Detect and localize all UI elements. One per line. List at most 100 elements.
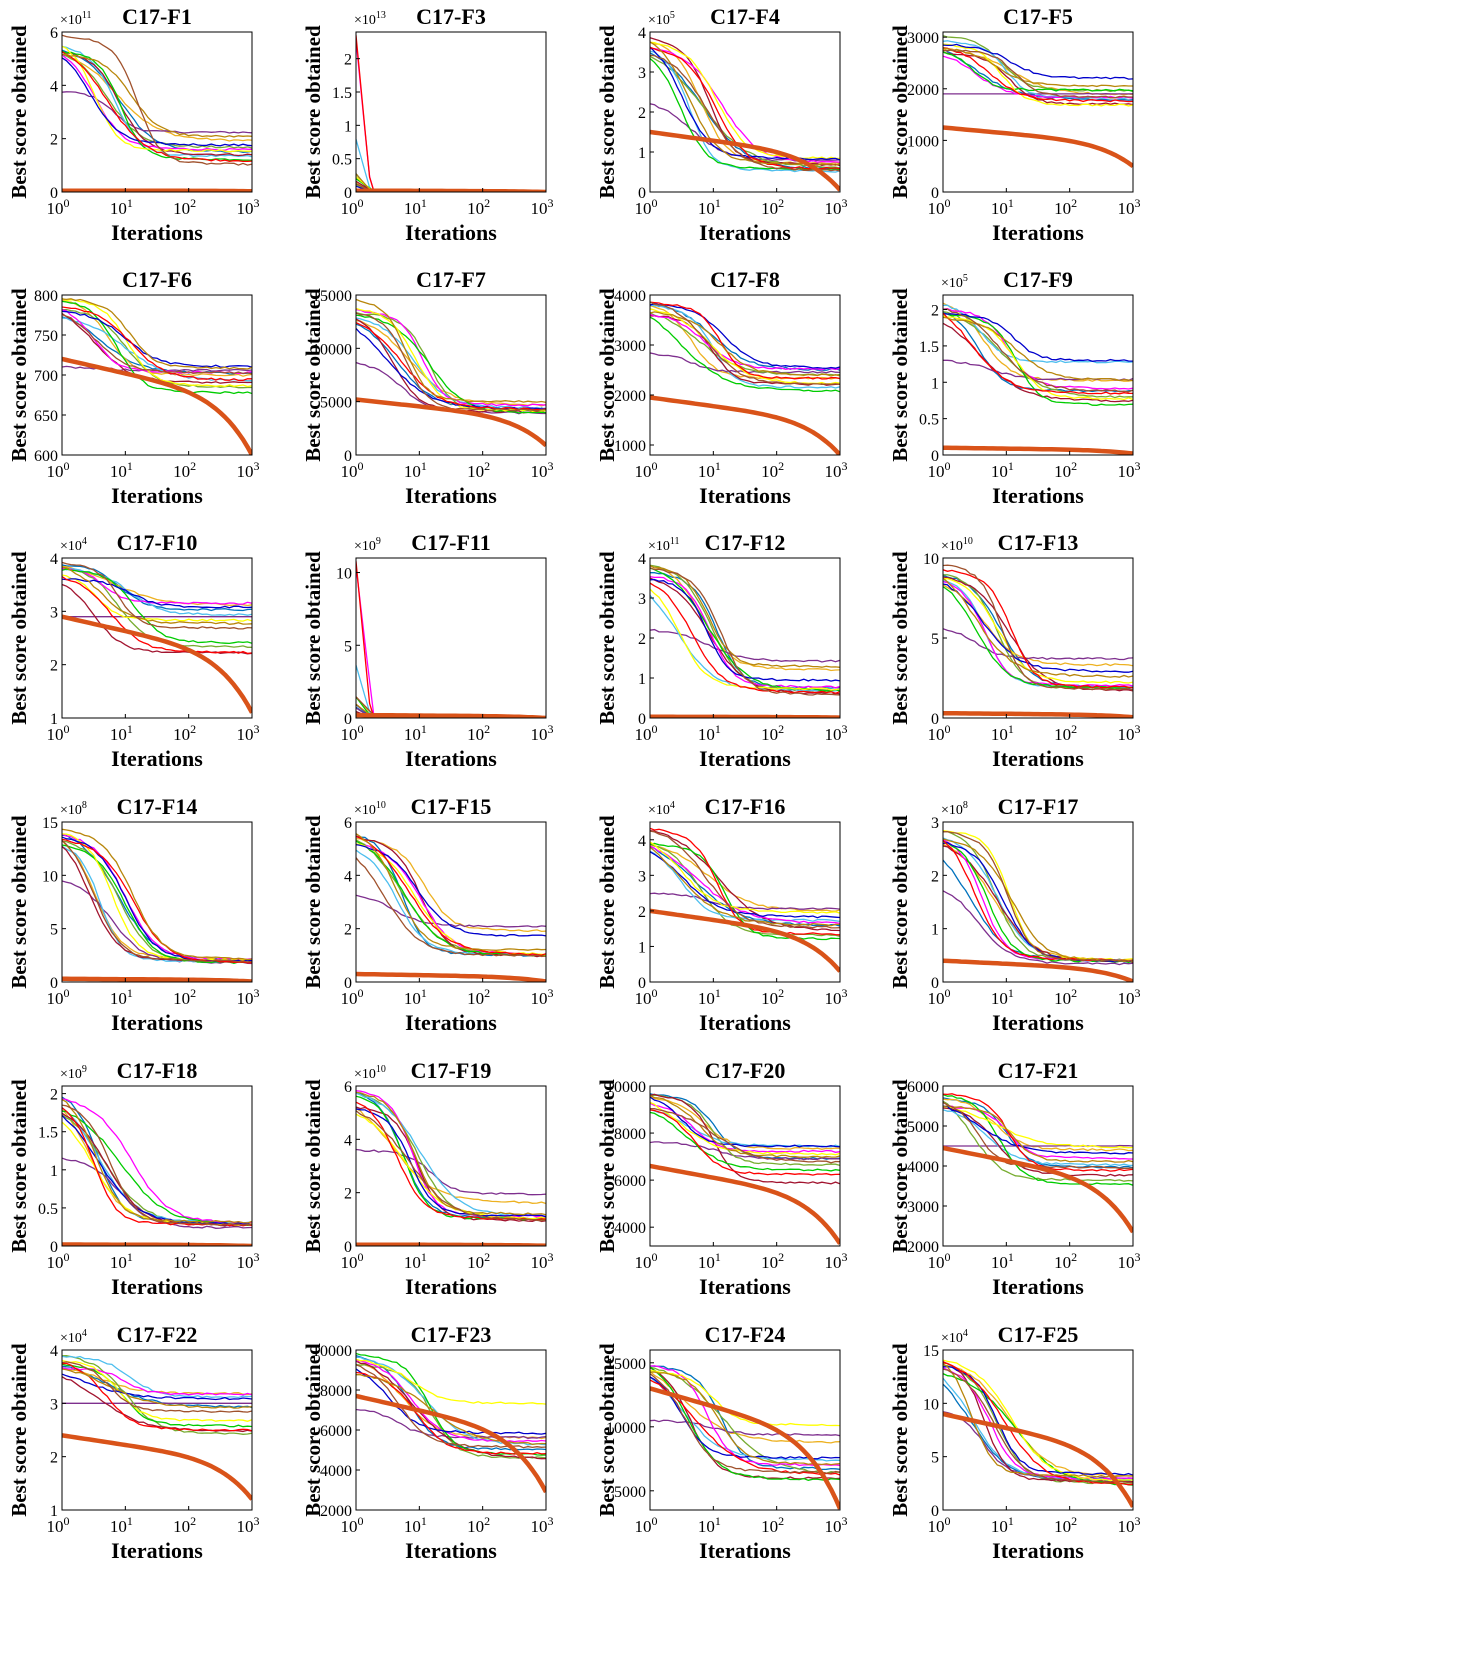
axes-frame bbox=[942, 294, 1134, 456]
series-line-7 bbox=[62, 1098, 252, 1224]
series-line-1 bbox=[650, 845, 840, 927]
x-axis-label: Iterations bbox=[405, 1010, 497, 1035]
x-tick-label: 103 bbox=[237, 986, 260, 1008]
proposed-series-line bbox=[356, 1242, 546, 1246]
series-group bbox=[62, 1355, 252, 1501]
y-tick-label: 0 bbox=[638, 975, 646, 992]
y-tick-label: 4 bbox=[50, 1343, 58, 1360]
y-axis-label: Best score obtained bbox=[595, 25, 619, 199]
plot-area bbox=[943, 558, 1133, 718]
series-group bbox=[356, 1090, 546, 1246]
y-tick-label: 4000 bbox=[320, 1463, 352, 1480]
series-line-5 bbox=[650, 304, 840, 389]
series-line-12 bbox=[62, 53, 252, 138]
x-axis-label: Iterations bbox=[405, 1538, 497, 1563]
series-line-3 bbox=[943, 628, 1133, 661]
y-tick-label: 3000 bbox=[907, 1199, 939, 1216]
series-line-12 bbox=[650, 311, 840, 377]
y-axis-label: Best score obtained bbox=[888, 551, 912, 725]
y-tick-label: 2000 bbox=[907, 82, 939, 99]
x-tick-label: 103 bbox=[1118, 722, 1141, 744]
series-group bbox=[943, 829, 1133, 982]
y-tick-label: 2000 bbox=[614, 388, 646, 405]
y-exponent-label: ×105 bbox=[941, 273, 968, 291]
y-tick-label: 0.5 bbox=[38, 1201, 58, 1218]
series-line-9 bbox=[62, 1359, 252, 1422]
x-tick-label: 101 bbox=[991, 196, 1014, 218]
x-axis-label: Iterations bbox=[111, 1274, 203, 1299]
y-axis-label: Best score obtained bbox=[301, 815, 325, 989]
series-line-9 bbox=[650, 308, 840, 385]
proposed-series-line bbox=[943, 1411, 1133, 1508]
panel-c17-f10: 1 2 3 4 100 101 102 103 ×104 C17-F10 Iterations Bes… bbox=[7, 530, 260, 771]
x-tick-label: 102 bbox=[173, 986, 196, 1008]
y-exponent-label: ×109 bbox=[60, 1064, 87, 1082]
y-tick-label: 5 bbox=[931, 1450, 939, 1467]
x-tick-label: 103 bbox=[825, 986, 848, 1008]
axes-frame bbox=[649, 294, 841, 456]
series-line-13 bbox=[943, 1368, 1133, 1484]
x-tick-label: 100 bbox=[47, 196, 70, 218]
y-tick-label: 15 bbox=[923, 1343, 939, 1360]
axes-frame bbox=[61, 1085, 253, 1247]
x-tick-label: 101 bbox=[404, 459, 427, 481]
y-tick-label: 2 bbox=[50, 1087, 58, 1104]
series-line-9 bbox=[62, 45, 252, 153]
y-tick-label: 4 bbox=[638, 25, 646, 42]
proposed-series-line bbox=[943, 125, 1133, 169]
y-axis-label: Best score obtained bbox=[301, 1079, 325, 1253]
y-axis-label: Best score obtained bbox=[7, 551, 31, 725]
series-line-10 bbox=[943, 583, 1133, 673]
panel-c17-f23: 2000 4000 6000 8000 10000 100 101 102 103 C17-F23… bbox=[301, 1322, 554, 1563]
series-line-1 bbox=[62, 564, 252, 612]
y-tick-label: 800 bbox=[34, 288, 58, 305]
panel-title: C17-F18 bbox=[117, 1058, 198, 1083]
panel-title: C17-F14 bbox=[117, 794, 198, 819]
series-line-13 bbox=[650, 567, 840, 696]
y-tick-label: 5000 bbox=[614, 1484, 646, 1501]
x-axis-label: Iterations bbox=[405, 746, 497, 771]
series-line-10 bbox=[650, 1096, 840, 1148]
y-tick-label: 6000 bbox=[320, 1423, 352, 1440]
panel-title: C17-F13 bbox=[998, 530, 1079, 555]
panel-c17-f16: 0 1 2 3 4 100 101 102 103 ×104 C17-F16 Iterations Be… bbox=[595, 794, 848, 1035]
y-exponent-label: ×104 bbox=[60, 536, 87, 554]
series-line-4 bbox=[650, 843, 840, 938]
panel-c17-f18: 0 0.5 1 1.5 2 100 101 102 103 ×109 C17-F18 Iteratio… bbox=[7, 1058, 260, 1299]
series-line-3 bbox=[650, 1419, 840, 1437]
panel-c17-f4: 0 1 2 3 4 100 101 102 103 ×105 C17-F4 Iterations Bes… bbox=[595, 4, 848, 245]
series-line-9 bbox=[650, 841, 840, 914]
x-tick-label: 103 bbox=[531, 196, 554, 218]
proposed-series-line bbox=[62, 356, 252, 455]
y-tick-label: 3 bbox=[638, 65, 646, 82]
proposed-series-line bbox=[650, 1163, 840, 1245]
panel-title: C17-F20 bbox=[705, 1058, 786, 1083]
series-line-6 bbox=[650, 1093, 840, 1185]
panel-title: C17-F12 bbox=[705, 530, 786, 555]
y-tick-label: 3 bbox=[50, 604, 58, 621]
x-tick-label: 100 bbox=[635, 1250, 658, 1272]
series-line-13 bbox=[356, 857, 546, 958]
series-line-12 bbox=[62, 298, 252, 370]
x-axis-label: Iterations bbox=[992, 1538, 1084, 1563]
y-tick-label: 0.5 bbox=[919, 412, 939, 429]
series-line-10 bbox=[62, 57, 252, 147]
y-tick-label: 0 bbox=[931, 1503, 939, 1520]
x-tick-label: 101 bbox=[698, 722, 721, 744]
axes-frame bbox=[649, 821, 841, 983]
series-line-12 bbox=[650, 1094, 840, 1158]
series-line-11 bbox=[650, 1379, 840, 1476]
series-line-8 bbox=[62, 50, 252, 161]
y-tick-label: 15 bbox=[42, 815, 58, 832]
proposed-series-line bbox=[62, 976, 252, 982]
x-tick-label: 102 bbox=[467, 1514, 490, 1536]
series-line-7 bbox=[356, 1360, 546, 1443]
panel-c17-f3: 0 0.5 1 1.5 2 100 101 102 103 ×1013 C17-F3 Iteratio… bbox=[301, 4, 554, 245]
series-line-13 bbox=[62, 34, 252, 166]
y-tick-label: 2 bbox=[344, 922, 352, 939]
axes-frame bbox=[649, 1349, 841, 1511]
series-line-5 bbox=[356, 1356, 546, 1446]
y-tick-label: 2 bbox=[931, 303, 939, 320]
y-tick-label: 5 bbox=[931, 631, 939, 648]
